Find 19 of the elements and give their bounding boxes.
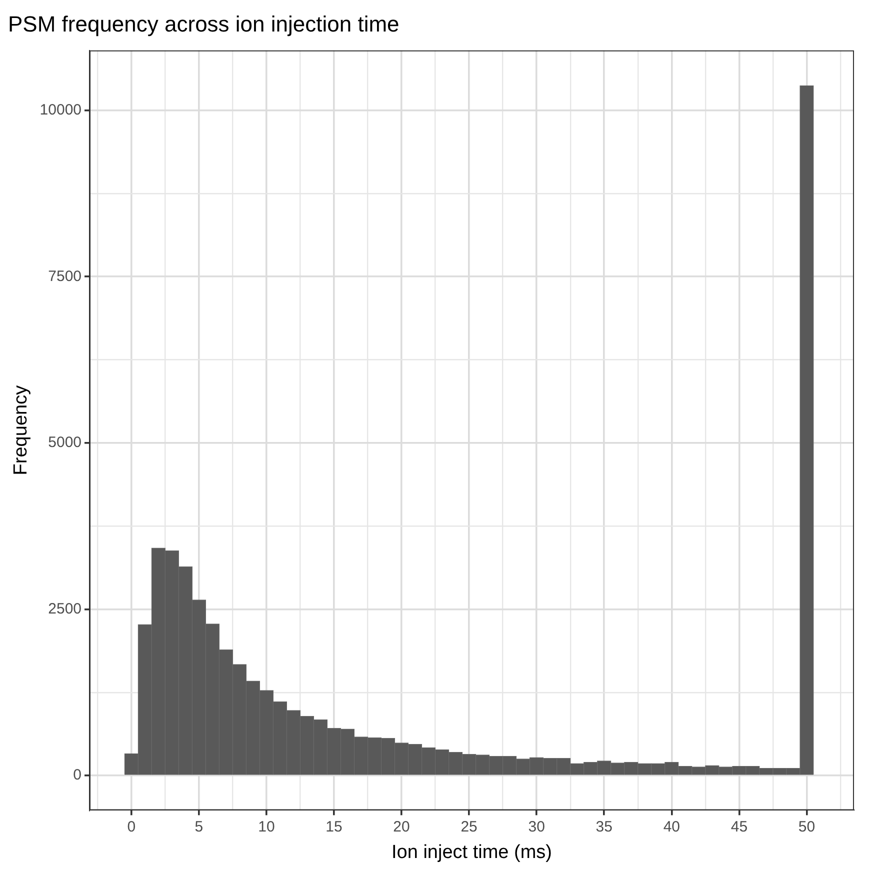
- x-tick-label: 30: [528, 818, 545, 836]
- chart-title: PSM frequency across ion injection time: [8, 11, 400, 36]
- x-tick-label: 50: [798, 818, 816, 836]
- x-tick-label: 5: [194, 818, 204, 836]
- y-tick-label: 0: [73, 766, 82, 784]
- x-tick-label: 25: [460, 818, 478, 836]
- y-tick-label: 10000: [40, 101, 82, 118]
- y-tick-label: 5000: [48, 434, 82, 452]
- x-tick-label: 35: [596, 818, 612, 836]
- x-tick-label: 0: [127, 818, 136, 836]
- x-tick-label: 15: [326, 818, 342, 836]
- x-axis-title: Ion inject time (ms): [392, 842, 552, 863]
- x-tick-label: 45: [730, 818, 748, 836]
- y-tick-label: 7500: [48, 268, 82, 285]
- x-tick-label: 10: [258, 818, 275, 836]
- x-tick-label: 20: [393, 818, 410, 836]
- y-axis-title: Frequency: [10, 384, 32, 476]
- x-tick-label: 40: [663, 818, 680, 836]
- y-tick-label: 2500: [48, 600, 82, 618]
